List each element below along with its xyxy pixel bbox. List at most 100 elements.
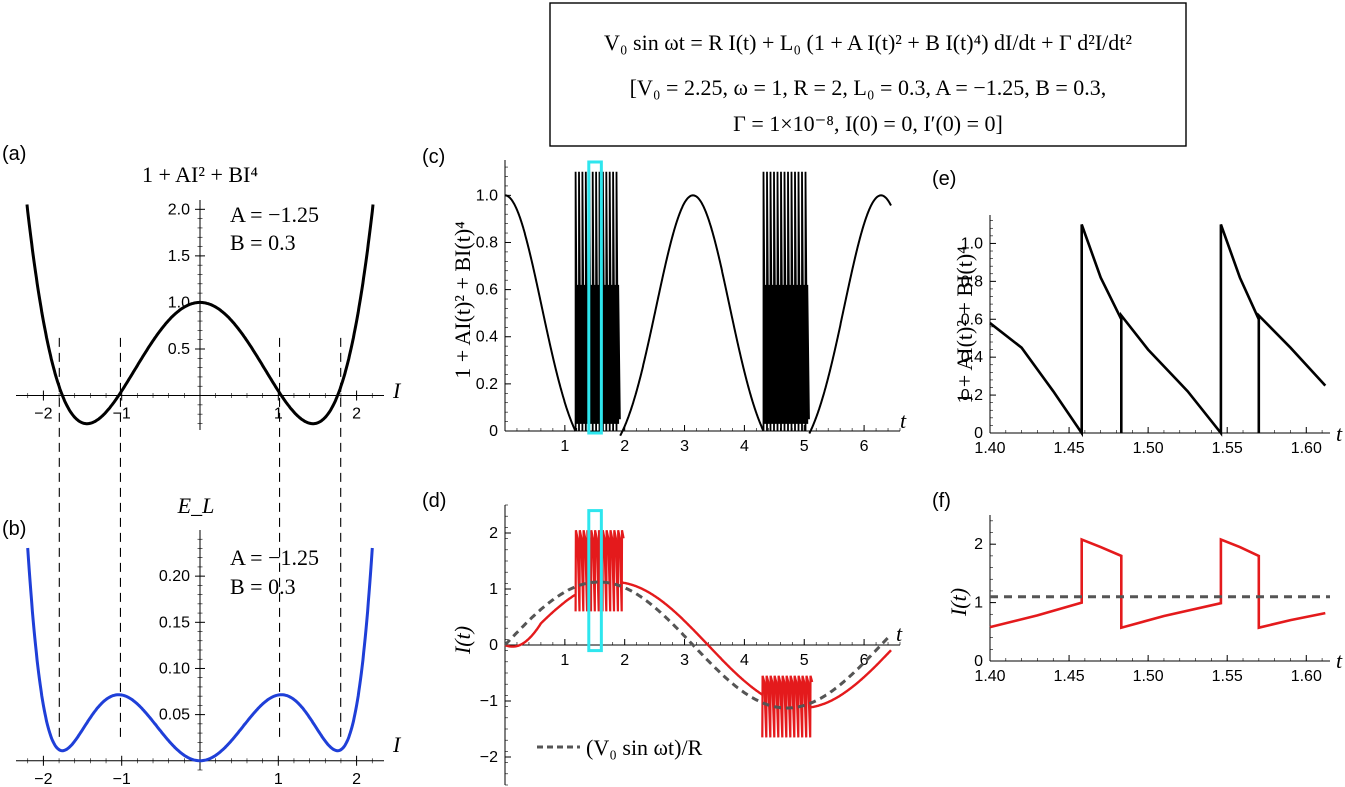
- panel-f-ytick-label: 1: [974, 595, 983, 612]
- panel-b-annot-A: A = −1.25: [230, 545, 319, 570]
- panel-b-xtick-label: −2: [34, 771, 52, 787]
- panel-c-ytick-label: 0.2: [476, 376, 498, 393]
- panel-d-highlight-box: [587, 509, 603, 653]
- panel-d-current-curve: [621, 581, 763, 696]
- panel-b-xtick-label: −1: [113, 771, 131, 787]
- panel-a-title: 1 + AI² + BI⁴: [142, 162, 258, 187]
- panel-e-ytick-label: 0.8: [961, 273, 983, 290]
- panel-d-series: [503, 509, 893, 738]
- panel-b-xtick-label: 2: [352, 771, 361, 787]
- panel-a-annot-A: A = −1.25: [230, 202, 319, 227]
- panel-c-ytick-label: 0.6: [476, 282, 498, 299]
- panel-c-series: [504, 160, 892, 437]
- panel-f-series: [989, 537, 1330, 630]
- panel-c-smooth-curve: [504, 194, 577, 432]
- panel-d-burst-1: [761, 675, 814, 738]
- panel-c-smooth-curve: [808, 194, 892, 434]
- panel-d-ytick-label: −2: [480, 749, 498, 766]
- panel-label-c: (c): [422, 146, 445, 168]
- panel-c-xtick-label: 6: [860, 438, 869, 455]
- panel-b-ytick-label: 0.05: [159, 707, 190, 724]
- panel-a-annot-B: B = 0.3: [230, 230, 296, 255]
- panel-e-axes: 1.40 1.45 1.50 1.55 1.60 0 0.2 0.4 0.6 0.8 1.0: [961, 215, 1330, 457]
- panel-a-xtick-label: −1: [113, 406, 131, 423]
- panel-e-ytick-label: 0.2: [961, 387, 983, 404]
- panel-a-ytick-label: 0.5: [168, 341, 190, 358]
- panel-d-ytick-label: 0: [489, 637, 498, 654]
- panel-d-xlabel: t: [896, 621, 903, 646]
- panel-c-xtick-label: 4: [740, 438, 749, 455]
- panel-label-b: (b): [2, 518, 26, 540]
- panel-f-current-curve: [989, 537, 1326, 630]
- panel-c-xtick-label: 3: [680, 438, 689, 455]
- panel-a-xtick-label: 1: [274, 406, 283, 423]
- panel-d-current-curve: [810, 649, 892, 709]
- panel-f-ylabel: I(t): [946, 588, 971, 617]
- panel-c-burst-0: [574, 171, 621, 431]
- panel-a-xtick-label: −2: [34, 406, 52, 423]
- panel-e-curve: [989, 224, 1327, 438]
- panel-c-ylabel: 1 + AI(t)² + BI(t)⁴: [450, 221, 475, 379]
- panel-d-xtick-label: 3: [680, 652, 689, 669]
- panel-f-ytick-label: 0: [974, 653, 983, 670]
- panel-label-f: (f): [932, 490, 951, 512]
- plot-layer: −2 −1 1 20.51.01.52.0−2 −1 1 20.050.100.150.20…: [16, 160, 1330, 787]
- equation-main: V₀ sin ωt = R I(t) + L₀ (1 + A I(t)² + B…: [604, 30, 1132, 55]
- panel-b-annot-B: B = 0.3: [230, 574, 296, 599]
- panel-c-ytick-label: 1.0: [476, 187, 498, 204]
- panel-e-ytick-label: 0: [974, 425, 983, 442]
- panel-b-ytick-label: 0.15: [159, 614, 190, 631]
- panel-f-xtick-label: 1.50: [1133, 668, 1164, 685]
- panel-f-xtick-label: 1.40: [974, 668, 1005, 685]
- panel-c-smooth-curve: [619, 194, 765, 437]
- equation-frame: [549, 2, 1187, 147]
- panel-e-xtick-label: 1.50: [1133, 440, 1164, 457]
- panel-c-highlight-box: [587, 160, 603, 435]
- panel-b-ytick-label: 0.20: [159, 568, 190, 585]
- panel-f-axes: 1.40 1.45 1.50 1.55 1.60 0 1 2: [974, 515, 1330, 685]
- panel-a-curve: [25, 204, 375, 426]
- panel-b-xtick-label: 1: [274, 771, 283, 787]
- panel-c-ytick-label: 0.8: [476, 234, 498, 251]
- panel-c-xtick-label: 5: [800, 438, 809, 455]
- panel-e-ylabel: 1 + AI(t)² + BI(t)⁴: [952, 246, 977, 404]
- panel-c-ytick-label: 0: [489, 423, 498, 440]
- panel-e-xtick-label: 1.55: [1212, 440, 1243, 457]
- panel-c-ytick-label: 0.4: [476, 329, 498, 346]
- panel-f-ytick-label: 2: [974, 536, 983, 553]
- panel-c-axes: 1 2 3 4 5 6 0 0.2 0.4 0.6 0.8 1.0: [476, 160, 901, 455]
- panel-d-ylabel: I(t): [450, 626, 475, 655]
- panel-b-curve: [26, 547, 374, 763]
- panel-label-d: (d): [422, 490, 446, 512]
- panel-a-ytick-label: 2.0: [168, 201, 190, 218]
- panel-b-axes: −2 −1 1 2 0.05 0.10 0.15 0.20: [16, 530, 384, 787]
- panel-e-series: [989, 224, 1327, 438]
- panel-e-xlabel: t: [1336, 421, 1343, 446]
- panel-b-title: E_L: [177, 493, 215, 518]
- panel-a-xtick-label: 2: [352, 406, 361, 423]
- panel-label-a: (a): [2, 143, 26, 165]
- panel-a-axes: −2 −1 1 20.51.01.52.0: [16, 200, 384, 430]
- panel-b-ytick-label: 0.10: [159, 660, 190, 677]
- panel-c-xlabel: t: [900, 408, 907, 433]
- legend-label: (V₀ sin ωt)/R: [586, 735, 703, 760]
- panel-d-burst-0: [574, 529, 625, 612]
- panel-e-ytick-label: 0.6: [961, 311, 983, 328]
- panel-f-xtick-label: 1.55: [1212, 668, 1243, 685]
- panel-e-xtick-label: 1.60: [1291, 440, 1322, 457]
- panel-e-ytick-label: 0.4: [961, 349, 983, 366]
- panel-d-ytick-label: −1: [480, 693, 498, 710]
- panel-c-xtick-label: 1: [560, 438, 569, 455]
- panel-d-xtick-label: 2: [620, 652, 629, 669]
- panel-e-xtick-label: 1.45: [1053, 440, 1084, 457]
- panel-f-xtick-label: 1.45: [1053, 668, 1084, 685]
- panel-d-xtick-label: 1: [560, 652, 569, 669]
- panel-a-xlabel: I: [392, 378, 402, 403]
- panel-c-xtick-label: 2: [620, 438, 629, 455]
- panel-c-burst-1: [762, 171, 810, 431]
- panel-e-xtick-label: 1.40: [974, 440, 1005, 457]
- panel-e-ytick-label: 1.0: [961, 235, 983, 252]
- panel-f-xtick-label: 1.60: [1291, 668, 1322, 685]
- panel-d-current-curve: [504, 593, 576, 648]
